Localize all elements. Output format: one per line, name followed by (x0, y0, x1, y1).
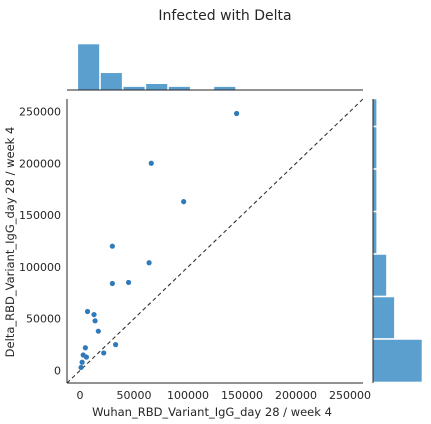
data-point (126, 280, 131, 285)
data-point (92, 318, 97, 323)
data-point (113, 342, 118, 347)
y-tick-label: 0 (54, 365, 61, 378)
data-point (83, 345, 88, 350)
reference-line (67, 99, 363, 383)
data-point (110, 244, 115, 249)
data-point (181, 199, 186, 204)
x-tick-label: 200000 (275, 389, 317, 402)
y-hist-bar (373, 212, 377, 253)
y-hist-bar (373, 127, 377, 168)
data-point (84, 354, 89, 359)
y-tick-label: 150000 (19, 209, 61, 222)
x-tick-label: 150000 (221, 389, 263, 402)
x-hist-bar (78, 44, 100, 90)
x-tick-label: 250000 (329, 389, 371, 402)
y-marginal-histogram (373, 99, 422, 383)
data-point (147, 260, 152, 265)
x-axis-label: Wuhan_RBD_Variant_IgG_day 28 / week 4 (92, 405, 332, 419)
y-hist-bar (373, 297, 394, 338)
x-hist-bar (169, 87, 191, 90)
data-point (234, 111, 239, 116)
y-hist-bar (373, 339, 422, 382)
y-hist-bar (373, 254, 386, 295)
x-tick-label: 50000 (116, 389, 151, 402)
x-hist-bar (214, 87, 236, 90)
x-tick-label: 0 (76, 389, 83, 402)
data-point (101, 350, 106, 355)
data-point (78, 365, 83, 370)
y-axis-label: Delta_RBD_Variant_IgG_day 28 / week 4 (3, 127, 17, 358)
y-tick-label: 50000 (26, 313, 61, 326)
data-point (149, 161, 154, 166)
x-marginal-histogram (67, 44, 363, 90)
data-point (85, 309, 90, 314)
x-tick-label: 100000 (167, 389, 209, 402)
y-hist-bar (373, 169, 377, 210)
y-tick-label: 200000 (19, 157, 61, 170)
y-tick-label: 100000 (19, 261, 61, 274)
chart-title: Infected with Delta (158, 8, 291, 24)
scatter-plot-area: 0 50000 100000 150000 200000 250000 0 50000 1000… (19, 99, 371, 402)
x-hist-bar (123, 87, 145, 90)
y-tick-label: 250000 (19, 105, 61, 118)
x-hist-bar (100, 73, 122, 90)
data-point (91, 312, 96, 317)
data-point (80, 360, 85, 365)
x-hist-bar (146, 84, 168, 90)
data-point (96, 329, 101, 334)
y-hist-bar (373, 99, 377, 126)
data-point (110, 281, 115, 286)
